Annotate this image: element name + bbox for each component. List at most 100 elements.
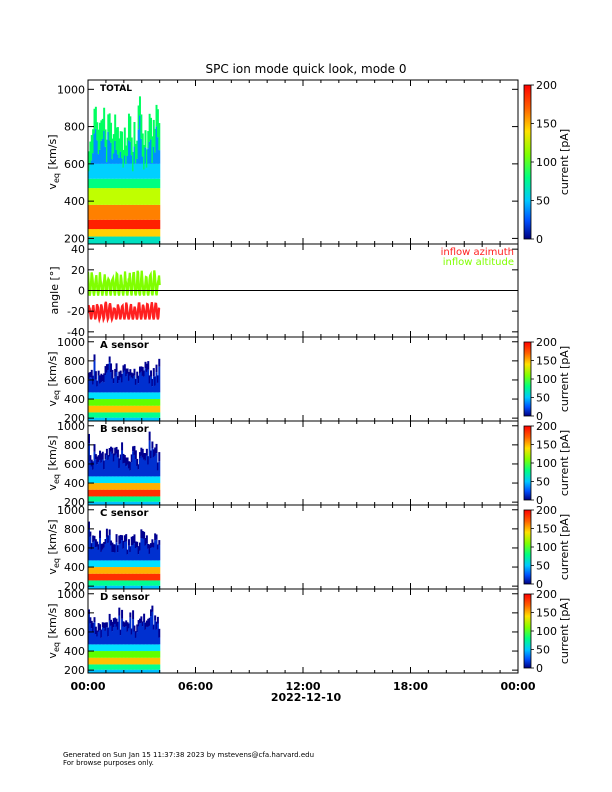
heatmap-cell	[123, 462, 126, 477]
heatmap-cell	[114, 392, 117, 400]
heatmap-cell	[111, 163, 114, 179]
heatmap-cell	[129, 236, 132, 244]
heatmap-cell	[123, 399, 126, 406]
heatmap-cell	[138, 644, 141, 652]
heatmap-cell	[107, 204, 110, 220]
colorbar-label: current [pA]	[558, 129, 571, 195]
heatmap-cell	[134, 143, 137, 164]
heatmap-cell	[134, 489, 137, 497]
heatmap-cell	[147, 236, 150, 244]
heatmap-cell	[89, 617, 92, 624]
heatmap-cell	[147, 476, 150, 484]
heatmap-cell	[116, 417, 119, 421]
heatmap-cell	[155, 163, 158, 179]
heatmap-cell	[97, 489, 100, 497]
heatmap-cell	[143, 567, 146, 574]
panel-label: TOTAL	[100, 84, 132, 94]
heatmap-cell	[132, 610, 135, 620]
heatmap-cell	[89, 669, 92, 673]
heatmap-cell	[115, 496, 118, 502]
heatmap-cell	[133, 483, 136, 490]
heatmap-cell	[134, 476, 137, 484]
heatmap-cell	[129, 476, 132, 484]
heatmap-cell	[97, 580, 100, 586]
heatmap-cell	[130, 372, 133, 378]
heatmap-cell	[134, 412, 137, 418]
heatmap-cell	[111, 621, 114, 632]
panel-data	[88, 270, 161, 324]
heatmap-cell	[147, 489, 150, 497]
heatmap-cell	[99, 236, 102, 244]
colorbar	[523, 593, 532, 669]
heatmap-cell	[134, 384, 137, 393]
panel-data	[88, 431, 161, 505]
y-tick-label: 1000	[57, 504, 85, 517]
heatmap-cell	[148, 669, 151, 673]
heatmap-cell	[154, 376, 157, 386]
heatmap-cell	[158, 358, 161, 367]
heatmap-cell	[101, 543, 104, 550]
heatmap-cell	[137, 469, 140, 477]
heatmap-cell	[121, 580, 124, 586]
heatmap-cell	[130, 567, 133, 574]
heatmap-cell	[138, 458, 141, 477]
legend-entry: inflow azimuth	[441, 247, 514, 258]
heatmap-cell	[110, 619, 113, 626]
heatmap-cell	[151, 392, 154, 400]
heatmap-cell	[143, 417, 146, 421]
heatmap-cell	[104, 560, 107, 568]
heatmap-cell	[129, 585, 132, 589]
heatmap-cell	[154, 540, 157, 561]
heatmap-cell	[105, 476, 108, 484]
heatmap-cell	[126, 155, 129, 164]
heatmap-cell	[110, 142, 113, 164]
series-line-2	[88, 270, 161, 296]
heatmap-cell	[89, 644, 92, 652]
heatmap-cell	[156, 470, 159, 477]
heatmap-cell	[94, 580, 97, 586]
y-tick-label: 400	[64, 195, 85, 208]
heatmap-cell	[136, 371, 139, 379]
heatmap-cell	[140, 178, 143, 189]
heatmap-cell	[112, 229, 115, 237]
heatmap-cell	[105, 627, 108, 645]
heatmap-cell	[119, 644, 122, 652]
heatmap-cell	[110, 501, 113, 505]
heatmap-cell	[138, 392, 141, 400]
heatmap-cell	[134, 483, 137, 490]
heatmap-cell	[103, 229, 106, 237]
heatmap-cell	[129, 392, 132, 400]
heatmap-cell	[99, 204, 102, 220]
heatmap-cell	[127, 229, 130, 237]
heatmap-cell	[107, 657, 110, 665]
heatmap-cell	[137, 399, 140, 406]
heatmap-cell	[115, 219, 118, 230]
heatmap-cell	[105, 483, 108, 490]
heatmap-cell	[99, 530, 102, 538]
y-tick-label: 800	[64, 121, 85, 134]
heatmap-cell	[101, 573, 104, 581]
heatmap-cell	[94, 501, 97, 505]
heatmap-cell	[130, 236, 133, 244]
heatmap-cell	[96, 178, 99, 189]
heatmap-cell	[143, 580, 146, 586]
heatmap-cell	[126, 188, 129, 205]
colorbar-tick-label: 200	[536, 420, 557, 433]
heatmap-cell	[136, 236, 139, 244]
heatmap-cell	[105, 560, 108, 568]
heatmap-cell	[143, 489, 146, 497]
heatmap-cell	[99, 392, 102, 400]
heatmap-cell	[152, 457, 155, 477]
heatmap-cell	[93, 669, 96, 673]
heatmap-cell	[100, 501, 103, 505]
heatmap-cell	[111, 188, 114, 205]
heatmap-cell	[133, 454, 136, 477]
heatmap-cell	[123, 501, 126, 505]
heatmap-cell	[116, 629, 119, 645]
heatmap-cell	[123, 155, 126, 164]
heatmap-cell	[88, 528, 90, 561]
heatmap-cell	[101, 476, 104, 484]
heatmap-cell	[123, 664, 126, 670]
heatmap-cell	[156, 163, 159, 179]
heatmap-cell	[143, 476, 146, 484]
